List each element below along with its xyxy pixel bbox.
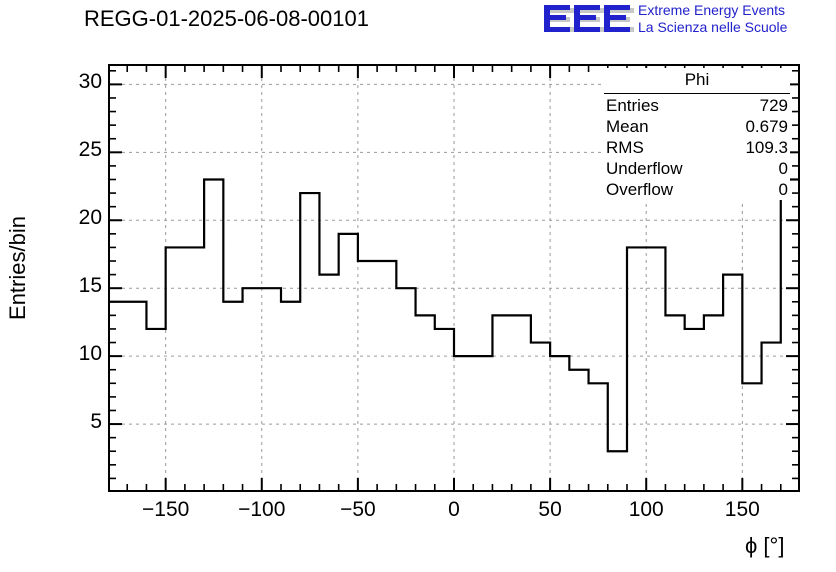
stats-row: Overflow 0: [604, 179, 790, 200]
stats-row: Underflow 0: [604, 158, 790, 179]
stats-row-value: 0: [778, 159, 788, 178]
page-title: REGG-01-2025-06-08-00101: [84, 6, 369, 31]
y-tick-label: 30: [78, 70, 102, 94]
x-tick-label: 0: [448, 498, 460, 521]
stats-row-label: RMS: [606, 138, 644, 157]
stats-row-label: Mean: [606, 117, 649, 136]
stats-row-label: Underflow: [606, 159, 683, 178]
y-axis-label: Entries/bin: [5, 216, 30, 320]
x-axis-label: ϕ [°]: [745, 533, 785, 558]
y-tick-label: 15: [78, 274, 102, 298]
y-axis-ticks: 5 10 15 20 25 30: [20, 0, 102, 572]
eee-logo-line1: Extreme Energy Events: [638, 2, 786, 18]
x-tick-label: −100: [238, 498, 286, 521]
stats-row: Mean 0.679: [604, 116, 790, 137]
y-tick-label: 5: [90, 410, 102, 434]
x-tick-label: −50: [340, 498, 376, 521]
stats-row: RMS 109.3: [604, 137, 790, 158]
y-tick-label: 10: [78, 342, 102, 366]
eee-logo-line2: La Scienza nelle Scuole: [638, 19, 788, 35]
plot-frame: [108, 64, 800, 492]
stats-box: Phi Entries 729 Mean 0.679 RMS 109.3 Underflow…: [604, 68, 790, 200]
stats-row-value: 729: [759, 96, 788, 115]
stats-row-value: 0: [778, 180, 788, 199]
stats-row-value: 109.3: [745, 138, 788, 157]
eee-logo: Extreme Energy Events La Scienza nelle S…: [542, 2, 834, 38]
x-tick-label: −150: [142, 498, 190, 521]
y-tick-label: 25: [78, 138, 102, 162]
x-tick-label: 50: [538, 498, 562, 521]
stats-rows: Entries 729 Mean 0.679 RMS 109.3 Underflow 0 Ove…: [604, 95, 790, 200]
x-tick-label: 100: [628, 498, 664, 521]
eee-logo-text: Extreme Energy Events La Scienza nelle S…: [638, 2, 787, 36]
y-tick-label: 20: [78, 206, 102, 230]
stats-row: Entries 729: [604, 95, 790, 116]
eee-logo-mark-icon: [544, 5, 634, 32]
stats-row-value: 0.679: [745, 117, 788, 136]
stats-row-label: Overflow: [606, 180, 674, 199]
x-tick-label: 150: [724, 498, 760, 521]
stats-row-label: Entries: [606, 96, 659, 115]
stats-box-title: Phi: [604, 68, 790, 94]
